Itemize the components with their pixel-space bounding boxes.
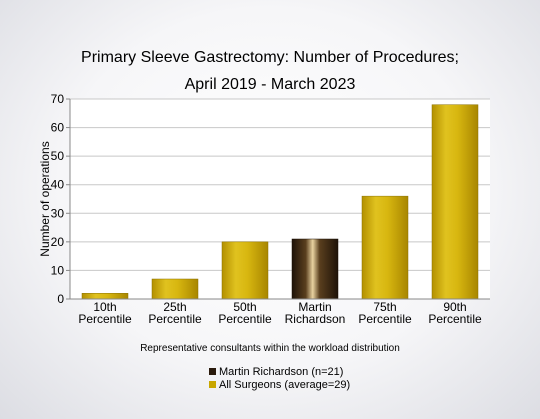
x-tick-label: 10th (93, 300, 116, 314)
y-tick-label: 70 (51, 92, 65, 106)
bar (81, 293, 129, 300)
x-tick-label: Percentile (148, 312, 202, 326)
legend-label: Martin Richardson (n=21) (219, 366, 344, 378)
x-tick-label: Richardson (285, 312, 346, 326)
x-tick-label: 50th (233, 300, 256, 314)
y-tick-label: 30 (51, 206, 65, 220)
x-tick-label: 90th (443, 300, 466, 314)
x-tick-label: Percentile (78, 312, 132, 326)
legend-item-all-surgeons: All Surgeons (average=29) (209, 379, 350, 391)
legend-item-highlight: Martin Richardson (n=21) (209, 366, 343, 378)
y-tick-label: 10 (51, 263, 65, 277)
bar (151, 278, 199, 300)
legend-label: All Surgeons (average=29) (219, 379, 351, 391)
x-axis-label: Representative consultants within the wo… (140, 343, 400, 354)
plot-area (70, 99, 490, 299)
bar-highlight (291, 238, 339, 300)
x-tick-label: Percentile (218, 312, 272, 326)
y-tick-label: 40 (51, 178, 65, 192)
chart-title-line2: April 2019 - March 2023 (184, 76, 356, 93)
bar (221, 241, 269, 300)
y-tick-label: 60 (51, 121, 65, 135)
y-tick-label: 50 (51, 149, 65, 163)
legend-swatch (209, 368, 216, 375)
y-axis-label: Number of operations (38, 141, 52, 256)
x-tick-label: Percentile (428, 312, 482, 326)
chart-title-line1: Primary Sleeve Gastrectomy: Number of Pr… (81, 49, 459, 66)
x-tick-label: 75th (373, 300, 396, 314)
x-tick-label: 25th (163, 300, 186, 314)
legend-swatch (209, 381, 216, 388)
bar (431, 104, 479, 300)
x-tick-label: Percentile (358, 312, 412, 326)
y-tick-label: 20 (51, 235, 65, 249)
bar (361, 195, 409, 300)
x-tick-label: Martin (298, 300, 331, 314)
y-tick-label: 0 (57, 292, 64, 306)
